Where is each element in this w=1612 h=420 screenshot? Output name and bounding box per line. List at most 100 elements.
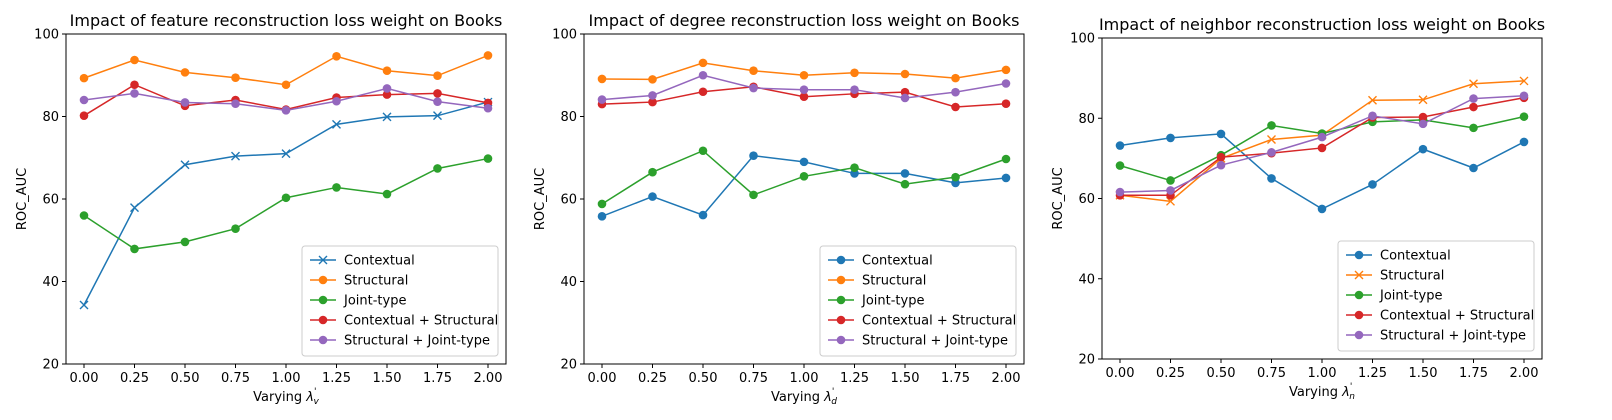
- data-point: [1166, 133, 1175, 143]
- x-tick-label: 1.25: [322, 371, 351, 386]
- data-point: [648, 167, 657, 177]
- legend-entry: Structural: [862, 274, 926, 289]
- legend-entry: Structural + Joint-type: [344, 334, 490, 349]
- data-point: [1317, 132, 1327, 142]
- x-tick-label: 0.50: [689, 371, 718, 386]
- data-point: [597, 95, 607, 104]
- data-point: [332, 119, 341, 129]
- legend: Contextual Structural Joint-type Contextual…: [1337, 240, 1535, 352]
- x-tick-label: 0.00: [1106, 366, 1135, 381]
- legend-entry: Joint-type: [861, 294, 924, 309]
- data-point: [648, 91, 657, 100]
- x-tick-label: 2.00: [474, 371, 503, 386]
- x-tick-label: 1.25: [840, 371, 869, 386]
- data-point: [1519, 91, 1529, 101]
- data-point: [130, 80, 139, 90]
- data-point: [648, 97, 657, 107]
- data-point: [433, 111, 442, 121]
- y-tick-label: 20: [42, 358, 59, 373]
- data-point: [951, 73, 960, 83]
- data-point: [79, 211, 89, 220]
- data-point: [433, 89, 442, 98]
- data-point: [1267, 174, 1276, 183]
- x-tick-label: 1.75: [423, 371, 452, 386]
- series-line-structural: [83, 54, 489, 86]
- legend-marker: [318, 335, 328, 345]
- x-tick-label: 0.00: [70, 371, 99, 386]
- data-point: [1115, 187, 1125, 197]
- legend-entry: Contextual + Structural: [1380, 309, 1534, 324]
- data-point: [382, 66, 392, 76]
- data-point: [79, 73, 89, 83]
- data-point: [1469, 94, 1478, 103]
- data-point: [79, 300, 89, 310]
- legend-entry: Joint-type: [343, 294, 406, 309]
- series-line-joint-type: [83, 157, 489, 250]
- data-point: [648, 192, 657, 201]
- data-point: [1115, 141, 1125, 150]
- data-point: [382, 84, 392, 93]
- data-point: [332, 183, 341, 192]
- data-point: [749, 190, 758, 200]
- data-point: [951, 172, 960, 182]
- data-point: [597, 74, 607, 84]
- data-point: [951, 87, 960, 97]
- data-point: [1469, 79, 1478, 89]
- chart-title: Impact of feature reconstruction loss we…: [70, 11, 503, 30]
- legend-entry: Contextual + Structural: [862, 314, 1016, 329]
- data-point: [1216, 129, 1226, 139]
- data-point: [332, 51, 341, 61]
- legend-entry: Structural: [344, 274, 408, 289]
- data-point: [382, 189, 392, 199]
- data-point: [130, 244, 139, 254]
- data-point: [281, 193, 291, 203]
- data-point: [180, 237, 190, 247]
- data-point: [130, 89, 139, 98]
- legend-marker: [836, 295, 846, 305]
- data-point: [1166, 186, 1175, 195]
- y-tick-label: 60: [1078, 192, 1095, 207]
- x-tick-label: 0.75: [739, 371, 768, 386]
- data-point: [698, 210, 708, 220]
- y-tick-label: 40: [1078, 272, 1095, 287]
- data-point: [231, 224, 240, 233]
- legend-box: [301, 245, 499, 357]
- legend-marker: [1354, 250, 1364, 260]
- x-tick-label: 1.75: [1459, 366, 1488, 381]
- data-point: [799, 157, 809, 167]
- data-point: [698, 70, 708, 80]
- legend-box: [1337, 240, 1535, 352]
- data-point: [799, 172, 809, 181]
- data-point: [483, 103, 493, 113]
- data-point: [130, 55, 139, 65]
- y-tick-label: 100: [552, 28, 577, 43]
- legend-marker: [1354, 290, 1364, 300]
- data-point: [79, 95, 89, 105]
- y-tick-label: 100: [34, 28, 59, 43]
- x-tick-label: 0.75: [221, 371, 250, 386]
- data-point: [1267, 148, 1276, 157]
- data-point: [1001, 79, 1011, 88]
- data-point: [1001, 99, 1011, 109]
- legend-marker: [1354, 330, 1364, 340]
- data-point: [231, 151, 240, 161]
- legend-marker: [836, 275, 846, 285]
- data-point: [749, 66, 758, 76]
- y-tick-label: 20: [1078, 353, 1095, 368]
- y-tick-label: 80: [42, 110, 59, 125]
- data-point: [1469, 123, 1478, 133]
- data-point: [281, 80, 291, 90]
- data-point: [1469, 102, 1478, 112]
- x-tick-label: 1.00: [272, 371, 301, 386]
- data-point: [1368, 180, 1377, 189]
- data-point: [1368, 95, 1377, 105]
- y-tick-label: 60: [42, 193, 59, 208]
- chart-title: Impact of degree reconstruction loss wei…: [589, 11, 1020, 30]
- x-tick-label: 2.00: [992, 371, 1021, 386]
- data-point: [1418, 144, 1428, 154]
- legend-entry: Contextual + Structural: [344, 314, 498, 329]
- x-tick-label: 1.75: [941, 371, 970, 386]
- y-axis-label: ROC_AUC: [533, 168, 548, 230]
- data-point: [382, 112, 392, 122]
